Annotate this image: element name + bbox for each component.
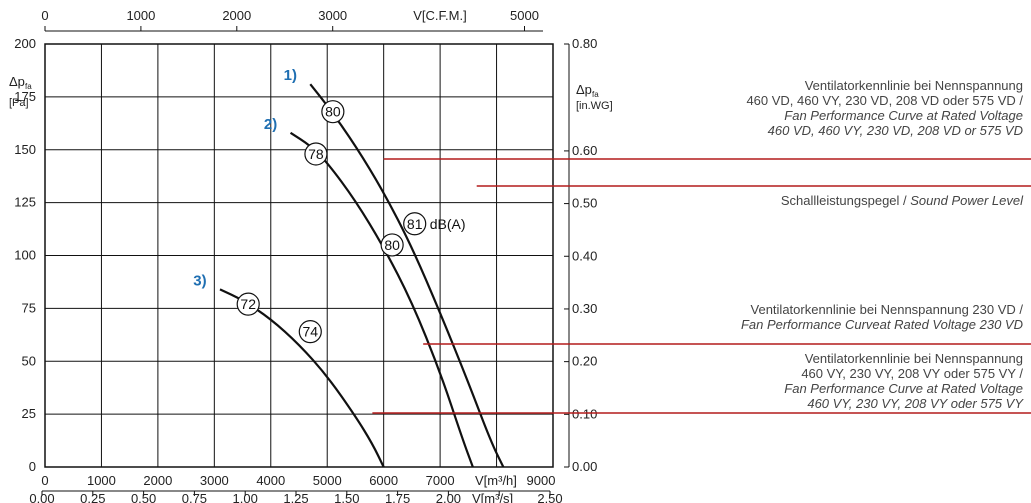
x-m3s-tick-label: 0.50 (131, 491, 156, 503)
sound-level-label: 74 (302, 324, 318, 340)
x-cfm-tick-label: 0 (41, 8, 48, 23)
y-inwg-tick-label: 0.00 (572, 459, 597, 474)
series-curve-2 (289, 131, 474, 468)
annotation-rated-voltage-230: Ventilatorkennlinie bei Nennspannung 230… (741, 302, 1023, 332)
x-axis-m3s-unit: V[m³/s] (472, 491, 513, 503)
x-tick-label: 4000 (256, 473, 285, 488)
annotation-line: Ventilatorkennlinie bei Nennspannung (804, 78, 1023, 93)
y-inwg-tick-label: 0.80 (572, 36, 597, 51)
y-axis-inwg-unit: [in.WG] (576, 100, 613, 112)
x-tick-label: 7000 (426, 473, 455, 488)
annotation-line: 460 VY, 230 VY, 208 VY oder 575 VY (807, 396, 1023, 411)
x-cfm-tick-label: 3000 (318, 8, 347, 23)
series-curve-1 (309, 83, 505, 468)
annotation-line: 460 VY, 230 VY, 208 VY oder 575 VY / (801, 366, 1023, 381)
y-tick-label: 200 (14, 36, 36, 51)
y-inwg-tick-label: 0.20 (572, 354, 597, 369)
annotation-line: Fan Performance Curve at Rated Voltage (784, 381, 1023, 396)
annotation-line: Fan Performance Curveat Rated Voltage 23… (740, 317, 1023, 332)
x-m3s-tick-label: 0.75 (182, 491, 207, 503)
y-inwg-tick-label: 0.10 (572, 406, 597, 421)
annotation-line: 460 VD, 460 VY, 230 VD, 208 VD oder 575 … (746, 93, 1023, 108)
y-inwg-tick-label: 0.60 (572, 143, 597, 158)
annotation-line: 460 VD, 460 VY, 230 VD, 208 VD or 575 VD (767, 123, 1023, 138)
x-m3s-tick-label: 2.50 (537, 491, 562, 503)
x-tick-label: 3000 (200, 473, 229, 488)
x-tick-label: 6000 (369, 473, 398, 488)
x-tick-label: 1000 (87, 473, 116, 488)
annotation-rated-voltage-vy: Ventilatorkennlinie bei Nennspannung 460… (784, 351, 1023, 411)
y-axis-inwg-label: Δp (576, 82, 592, 97)
sound-level-label: 80 (325, 104, 341, 120)
annotation-line: Ventilatorkennlinie bei Nennspannung 230… (750, 302, 1023, 317)
y-axis-inwg-label-sub: fa (592, 90, 599, 99)
series-label: 2) (264, 116, 277, 133)
x-tick-label: 9000 (527, 473, 556, 488)
x-axis-cfm-unit: V[C.F.M.] (413, 8, 466, 23)
y-axis-label-sub: fa (25, 82, 32, 91)
sound-level-circle (304, 142, 328, 166)
y-axis-label: Δp (9, 74, 25, 89)
x-tick-label: 0 (41, 473, 48, 488)
x-m3s-tick-label: 1.75 (385, 491, 410, 503)
x-m3s-tick-label: 0.25 (80, 491, 105, 503)
sound-level-label: 78 (308, 146, 324, 162)
annotation-line: Ventilatorkennlinie bei Nennspannung (804, 351, 1023, 366)
y-inwg-tick-label: 0.30 (572, 301, 597, 316)
y-tick-label: 0 (29, 459, 36, 474)
annotation-line: Fan Performance Curve at Rated Voltage (784, 108, 1023, 123)
plot-frame (44, 43, 554, 468)
x-cfm-tick-label: 1000 (126, 8, 155, 23)
y-tick-label: 125 (14, 195, 36, 210)
x-tick-label: 2000 (143, 473, 172, 488)
series-label: 3) (193, 272, 206, 289)
x-axis-unit: V[m³/h] (475, 473, 517, 488)
y-inwg-tick-label: 0.50 (572, 196, 597, 211)
y-tick-label: 25 (22, 406, 36, 421)
sound-level-label: 80 (384, 237, 400, 253)
x-cfm-tick-label: 2000 (222, 8, 251, 23)
annotation-line: Schallleistungspegel / (780, 193, 911, 208)
y-tick-label: 75 (22, 300, 36, 315)
y-axis-unit: [Pa] (9, 97, 29, 109)
y-tick-label: 150 (14, 142, 36, 157)
sound-level-label: 81 (407, 216, 423, 232)
sound-level-circle (236, 292, 260, 316)
x-tick-label: 5000 (313, 473, 342, 488)
y-tick-label: 100 (14, 248, 36, 263)
y-inwg-tick-label: 0.40 (572, 248, 597, 263)
sound-level-circle (321, 100, 345, 124)
x-cfm-tick-label: 5000 (510, 8, 539, 23)
db-unit-label: dB(A) (430, 216, 466, 232)
x-m3s-tick-label: 1.50 (334, 491, 359, 503)
y-tick-label: 50 (22, 353, 36, 368)
sound-level-circle (298, 320, 322, 344)
series-curve-3 (219, 288, 385, 468)
sound-level-circle (380, 233, 404, 257)
annotation-rated-voltage-all: Ventilatorkennlinie bei Nennspannung 460… (746, 78, 1023, 138)
sound-level-label: 72 (240, 296, 256, 312)
x-m3s-tick-label: 0.00 (29, 491, 54, 503)
series-label: 1) (284, 67, 297, 84)
annotation-sound-power: Schallleistungspegel / Sound Power Level (781, 193, 1023, 208)
sound-level-circle (403, 212, 427, 236)
x-m3s-tick-label: 1.25 (283, 491, 308, 503)
y-tick-label: 175 (14, 89, 36, 104)
annotation-line: Sound Power Level (910, 193, 1023, 208)
x-m3s-tick-label: 2.00 (436, 491, 461, 503)
x-m3s-tick-label: 1.00 (233, 491, 258, 503)
